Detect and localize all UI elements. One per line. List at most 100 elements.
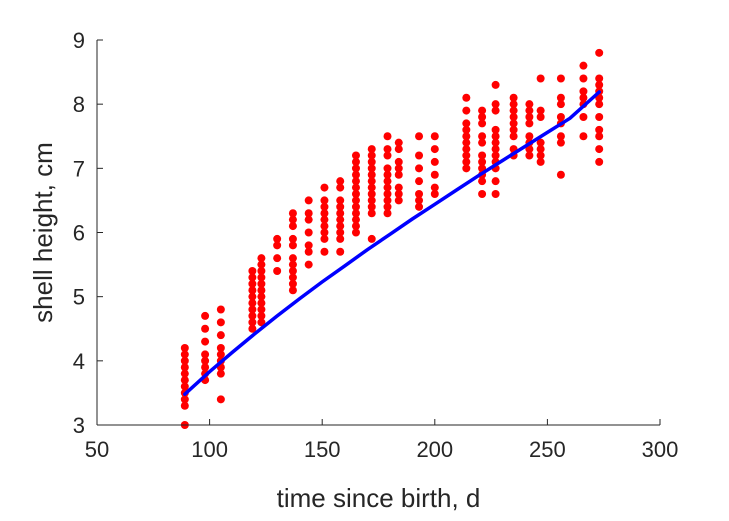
data-point <box>367 177 376 186</box>
data-point <box>216 331 225 340</box>
data-point <box>462 125 471 134</box>
data-point <box>509 100 518 109</box>
y-axis-label: shell height, cm <box>28 142 58 323</box>
data-point <box>394 145 403 154</box>
data-point <box>509 93 518 102</box>
data-point <box>478 177 487 186</box>
data-point <box>556 138 565 147</box>
data-point <box>288 234 297 243</box>
data-point <box>304 215 313 224</box>
data-point <box>367 164 376 173</box>
data-point <box>415 151 424 160</box>
data-point <box>320 228 329 237</box>
data-point <box>383 164 392 173</box>
data-point <box>367 234 376 243</box>
data-point <box>462 119 471 128</box>
data-point <box>595 132 604 141</box>
data-point <box>595 145 604 154</box>
data-point <box>525 132 534 141</box>
data-point <box>595 157 604 166</box>
y-tick-label: 8 <box>73 92 85 117</box>
data-point <box>415 177 424 186</box>
x-tick-label: 50 <box>85 437 109 462</box>
data-point <box>367 190 376 198</box>
data-point <box>351 157 360 166</box>
data-point <box>491 138 500 147</box>
data-point <box>367 183 376 192</box>
data-point <box>273 267 282 275</box>
data-point <box>257 286 266 295</box>
data-point <box>180 376 189 385</box>
data-point <box>478 157 487 166</box>
data-point <box>415 164 424 173</box>
data-point <box>336 215 345 224</box>
data-point <box>430 145 439 154</box>
data-point <box>491 106 500 115</box>
data-point <box>257 279 266 288</box>
data-point <box>509 125 518 134</box>
data-point <box>478 106 487 115</box>
y-tick-label: 6 <box>73 221 85 246</box>
data-point <box>478 113 487 121</box>
data-point <box>367 170 376 179</box>
data-point <box>367 196 376 205</box>
data-point <box>595 113 604 121</box>
data-point <box>248 299 257 308</box>
data-point <box>288 273 297 282</box>
data-point <box>536 74 545 83</box>
data-point <box>579 132 588 141</box>
data-point <box>491 132 500 141</box>
data-point <box>336 183 345 192</box>
data-point <box>288 279 297 288</box>
data-point <box>336 234 345 243</box>
data-point <box>394 196 403 205</box>
data-point <box>288 222 297 231</box>
data-point <box>320 247 329 256</box>
data-point <box>304 196 313 205</box>
data-point <box>336 196 345 205</box>
data-point <box>579 74 588 83</box>
data-point <box>288 241 297 250</box>
data-point <box>509 119 518 128</box>
data-point <box>478 119 487 128</box>
data-point <box>351 228 360 237</box>
data-point <box>383 170 392 179</box>
data-point <box>320 215 329 224</box>
x-axis-label: time since birth, d <box>277 483 481 513</box>
y-tick-label: 7 <box>73 156 85 181</box>
data-point <box>288 215 297 224</box>
data-point <box>248 311 257 320</box>
data-point <box>320 209 329 218</box>
data-point <box>180 350 189 359</box>
data-point <box>462 93 471 102</box>
data-point <box>579 93 588 102</box>
data-point <box>430 157 439 166</box>
data-point <box>579 61 588 70</box>
data-point <box>536 151 545 160</box>
data-point <box>383 132 392 141</box>
data-point <box>248 273 257 282</box>
data-point <box>556 113 565 121</box>
data-point <box>351 196 360 205</box>
data-point <box>288 267 297 275</box>
data-point <box>180 344 189 352</box>
data-point <box>257 311 266 320</box>
data-point <box>216 305 225 314</box>
data-point <box>216 369 225 378</box>
data-point <box>491 145 500 154</box>
y-tick-label: 9 <box>73 28 85 53</box>
data-point <box>201 337 210 346</box>
data-point <box>491 177 500 186</box>
data-point <box>430 170 439 179</box>
data-point <box>201 356 210 365</box>
x-axis-ticks: 50 100 150 200 250 300 <box>85 419 678 462</box>
data-point <box>216 344 225 352</box>
data-point <box>556 132 565 141</box>
data-point <box>536 106 545 115</box>
data-point <box>257 267 266 275</box>
data-point <box>383 151 392 160</box>
data-point <box>415 132 424 141</box>
data-point <box>491 100 500 109</box>
data-point <box>394 170 403 179</box>
data-point <box>367 145 376 154</box>
